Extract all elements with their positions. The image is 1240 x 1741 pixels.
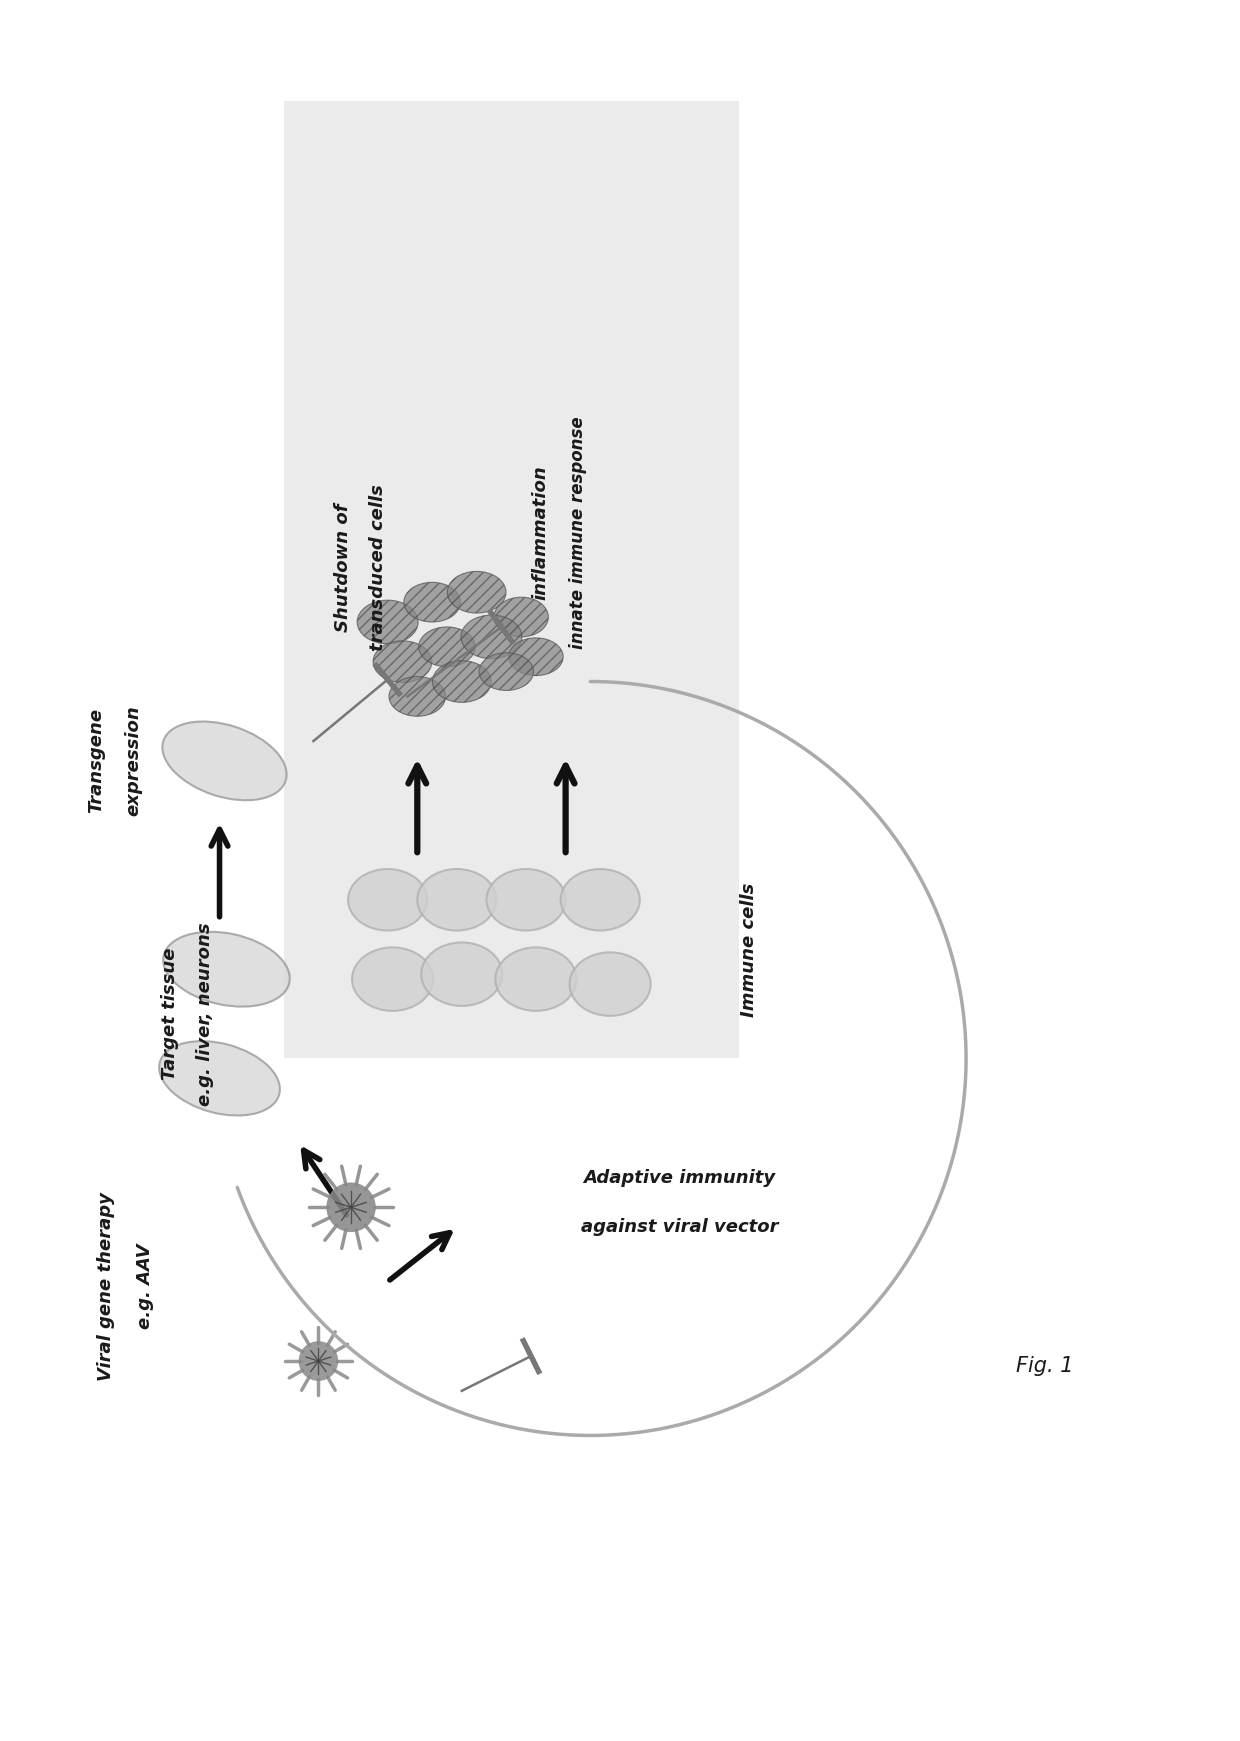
Text: innate immune response: innate immune response bbox=[569, 416, 588, 649]
Ellipse shape bbox=[461, 615, 522, 658]
Text: Adaptive immunity: Adaptive immunity bbox=[583, 1168, 775, 1187]
Ellipse shape bbox=[419, 627, 475, 667]
Text: transduced cells: transduced cells bbox=[368, 484, 387, 651]
Circle shape bbox=[299, 1341, 339, 1381]
Ellipse shape bbox=[479, 653, 533, 691]
Text: Fig. 1: Fig. 1 bbox=[1017, 1356, 1074, 1375]
Ellipse shape bbox=[164, 931, 290, 1006]
Ellipse shape bbox=[433, 660, 491, 702]
Ellipse shape bbox=[448, 571, 506, 613]
Ellipse shape bbox=[494, 597, 548, 637]
Ellipse shape bbox=[508, 637, 563, 676]
Text: e.g. AAV: e.g. AAV bbox=[136, 1243, 154, 1330]
Text: inflammation: inflammation bbox=[532, 465, 549, 601]
Text: Immune cells: Immune cells bbox=[739, 883, 758, 1017]
Ellipse shape bbox=[418, 869, 496, 930]
Ellipse shape bbox=[404, 581, 460, 622]
Ellipse shape bbox=[373, 641, 432, 682]
Text: Shutdown of: Shutdown of bbox=[334, 503, 352, 632]
Ellipse shape bbox=[569, 952, 651, 1015]
Ellipse shape bbox=[496, 947, 577, 1012]
Ellipse shape bbox=[348, 869, 428, 930]
Text: against viral vector: against viral vector bbox=[580, 1219, 777, 1236]
Text: Target tissue: Target tissue bbox=[161, 947, 179, 1079]
Ellipse shape bbox=[422, 942, 502, 1006]
Ellipse shape bbox=[486, 869, 565, 930]
Text: e.g. liver, neurons: e.g. liver, neurons bbox=[196, 923, 213, 1106]
Ellipse shape bbox=[352, 947, 433, 1012]
Text: Transgene: Transgene bbox=[87, 709, 105, 813]
Circle shape bbox=[326, 1182, 376, 1233]
Text: expression: expression bbox=[124, 705, 143, 817]
Ellipse shape bbox=[389, 677, 445, 716]
Ellipse shape bbox=[560, 869, 640, 930]
FancyBboxPatch shape bbox=[284, 101, 739, 1059]
Text: Viral gene therapy: Viral gene therapy bbox=[97, 1193, 115, 1381]
Ellipse shape bbox=[159, 1041, 280, 1116]
Ellipse shape bbox=[162, 721, 286, 801]
Ellipse shape bbox=[357, 601, 418, 644]
